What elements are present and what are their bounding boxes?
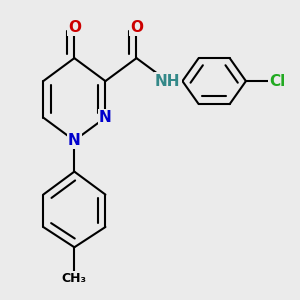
Text: CH₃: CH₃ <box>62 272 87 285</box>
Text: N: N <box>99 110 112 125</box>
Text: O: O <box>130 20 143 34</box>
Text: N: N <box>68 133 81 148</box>
Text: Cl: Cl <box>269 74 285 88</box>
Text: O: O <box>68 20 81 34</box>
Text: NH: NH <box>155 74 180 88</box>
